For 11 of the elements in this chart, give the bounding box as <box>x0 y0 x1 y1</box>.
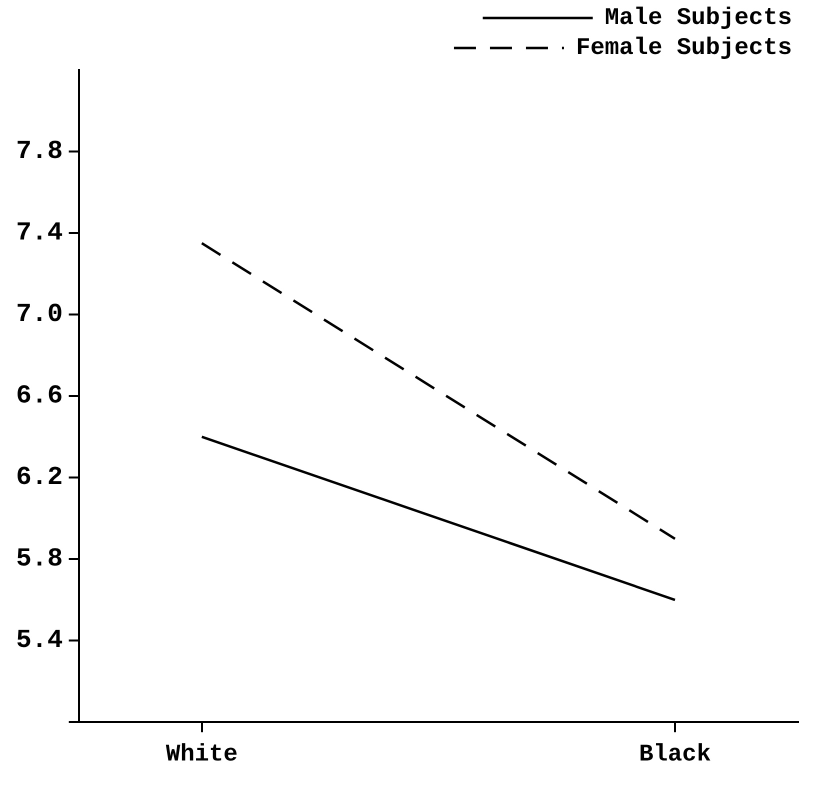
y-tick-label: 7.0 <box>16 299 63 330</box>
legend-label: Male Subjects <box>604 5 792 32</box>
x-tick-label: White <box>166 742 238 769</box>
y-tick-label: 7.8 <box>16 136 63 166</box>
legend-label: Female Subjects <box>576 35 792 62</box>
y-tick-label: 5.4 <box>16 625 63 656</box>
y-tick-label: 6.2 <box>16 462 63 492</box>
y-tick-label: 7.4 <box>16 218 63 248</box>
y-tick-label: 6.6 <box>16 380 63 411</box>
x-tick-label: Black <box>638 742 711 769</box>
y-tick-label: 5.8 <box>16 544 63 574</box>
